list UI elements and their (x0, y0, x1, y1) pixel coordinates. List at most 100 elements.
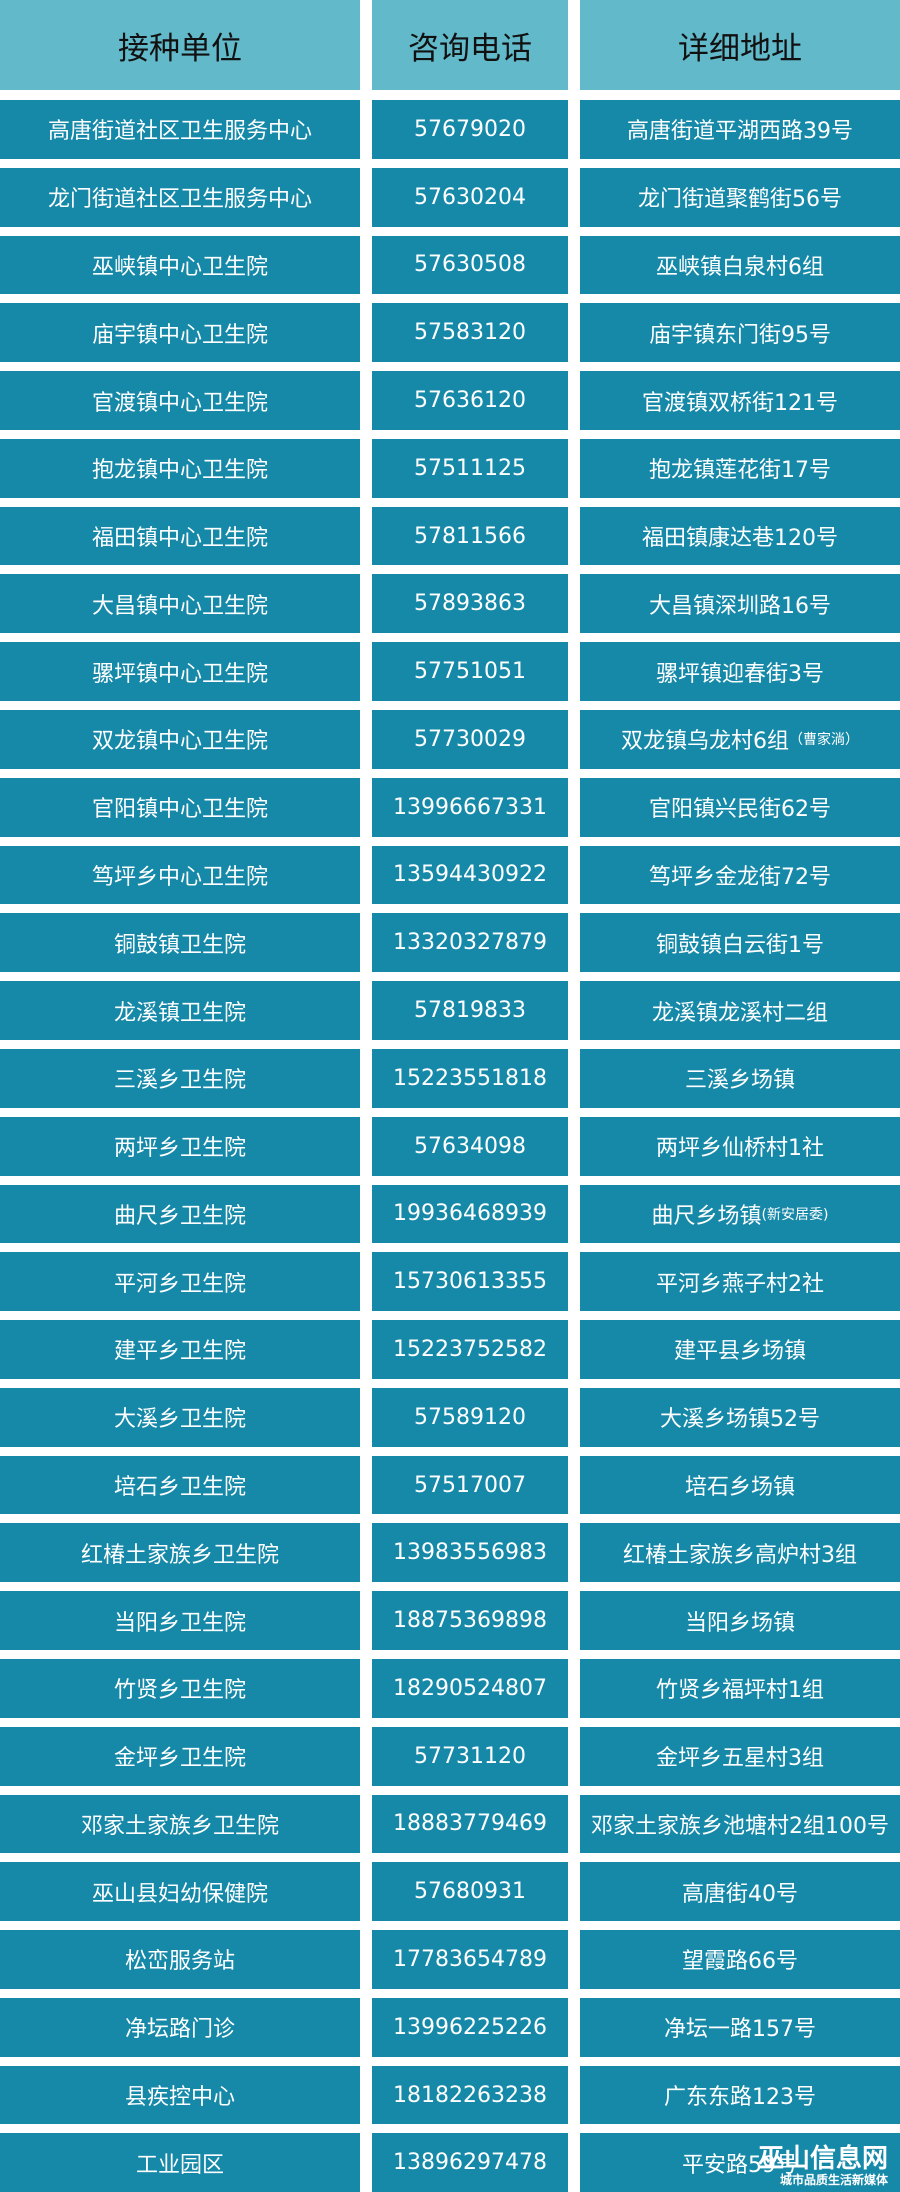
table-header: 接种单位 咨询电话 详细地址 (0, 0, 900, 90)
unit-cell: 福田镇中心卫生院 (0, 506, 360, 566)
header-phone: 咨询电话 (372, 0, 568, 90)
unit-cell-text: 两坪乡卫生院 (113, 1136, 246, 1162)
address-cell: 三溪乡场镇 (580, 1048, 900, 1108)
phone-cell: 15223551818 (372, 1048, 568, 1108)
phone-cell-text: 57630204 (414, 184, 526, 210)
unit-cell: 官渡镇中心卫生院 (0, 371, 360, 430)
phone-cell: 57589120 (372, 1387, 568, 1447)
phone-cell: 15730613355 (372, 1252, 568, 1312)
unit-cell-text: 官阳镇中心卫生院 (91, 797, 268, 823)
unit-cell: 两坪乡卫生院 (0, 1116, 360, 1176)
unit-cell: 红椿土家族乡卫生院 (0, 1523, 360, 1583)
watermark-logo: 巫山信息网 城市品质生活新媒体 (758, 2146, 888, 2186)
unit-cell-text: 培石乡卫生院 (113, 1475, 246, 1501)
address-cell: 龙门街道聚鹤街56号 (580, 167, 900, 227)
address-cell: 抱龙镇莲花街17号 (580, 438, 900, 498)
address-cell: 邓家土家族乡池塘村2组100号 (580, 1794, 900, 1854)
header-unit: 接种单位 (0, 0, 360, 90)
phone-cell: 18883779469 (372, 1794, 568, 1854)
table-row: 抱龙镇中心卫生院 57511125 抱龙镇莲花街17号 (0, 438, 900, 498)
table-row: 平河乡卫生院 15730613355 平河乡燕子村2社 (0, 1252, 900, 1312)
phone-cell-text: 18875369898 (393, 1608, 547, 1634)
address-cell: 两坪乡仙桥村1社 (580, 1116, 900, 1176)
phone-cell: 57583120 (372, 303, 568, 363)
table-row: 官阳镇中心卫生院 13996667331 官阳镇兴民街62号 (0, 777, 900, 837)
address-cell: 庙宇镇东门街95号 (580, 303, 900, 363)
unit-cell: 骡坪镇中心卫生院 (0, 642, 360, 702)
phone-cell-text: 57751051 (414, 659, 526, 685)
unit-cell: 平河乡卫生院 (0, 1252, 360, 1312)
phone-cell-text: 57634098 (414, 1133, 526, 1159)
header-address: 详细地址 (580, 0, 900, 90)
unit-cell-text: 三溪乡卫生院 (113, 1068, 246, 1094)
address-cell-text: 平安路59号 (682, 2152, 798, 2178)
unit-cell: 抱龙镇中心卫生院 (0, 438, 360, 498)
table-row: 笃坪乡中心卫生院 13594430922 笃坪乡金龙街72号 (0, 845, 900, 905)
address-cell-text: 红椿土家族乡高炉村3组 (623, 1542, 857, 1568)
phone-cell: 13983556983 (372, 1523, 568, 1583)
watermark-slogan: 城市品质生活新媒体 (779, 2173, 888, 2187)
address-cell: 建平县乡场镇 (580, 1320, 900, 1379)
phone-cell: 19936468939 (372, 1184, 568, 1244)
unit-cell: 高唐街道社区卫生服务中心 (0, 100, 360, 159)
unit-cell: 曲尺乡卫生院 (0, 1184, 360, 1244)
unit-cell: 官阳镇中心卫生院 (0, 777, 360, 837)
address-cell: 平河乡燕子村2社 (580, 1252, 900, 1312)
unit-cell: 大昌镇中心卫生院 (0, 574, 360, 634)
unit-cell-text: 当阳乡卫生院 (113, 1610, 246, 1636)
phone-cell: 57679020 (372, 100, 568, 159)
address-cell-text: 高唐街道平湖西路39号 (627, 119, 853, 145)
phone-cell-text: 57517007 (414, 1472, 526, 1498)
phone-cell-text: 13594430922 (393, 862, 547, 888)
table-row: 大溪乡卫生院 57589120 大溪乡场镇52号 (0, 1387, 900, 1447)
table-row: 当阳乡卫生院 18875369898 当阳乡场镇 (0, 1591, 900, 1650)
table-row: 龙溪镇卫生院 57819833 龙溪镇龙溪村二组 (0, 981, 900, 1040)
phone-cell-text: 13896297478 (393, 2150, 547, 2176)
address-cell-text: 高唐街40号 (682, 1881, 798, 1907)
address-cell: 高唐街道平湖西路39号 (580, 100, 900, 159)
unit-cell: 松峦服务站 (0, 1930, 360, 1989)
address-cell: 曲尺乡场镇 (新安居委) (580, 1184, 900, 1244)
table-row: 双龙镇中心卫生院 57730029 双龙镇乌龙村6组 （曹家淌） (0, 710, 900, 769)
phone-cell: 13996225226 (372, 1997, 568, 2057)
phone-cell-text: 15223551818 (393, 1065, 547, 1091)
table-row: 竹贤乡卫生院 18290524807 竹贤乡福坪村1组 (0, 1658, 900, 1718)
address-cell-text: 双龙镇乌龙村6组 (621, 729, 789, 755)
unit-cell: 铜鼓镇卫生院 (0, 913, 360, 973)
address-cell-text: 大昌镇深圳路16号 (649, 593, 831, 619)
address-cell: 广东东路123号 (580, 2065, 900, 2125)
unit-cell: 金坪乡卫生院 (0, 1726, 360, 1786)
unit-cell-text: 建平乡卫生院 (113, 1339, 246, 1365)
table-row: 县疾控中心 18182263238 广东东路123号 (0, 2065, 900, 2125)
phone-cell: 57634098 (372, 1116, 568, 1176)
address-cell-text: 庙宇镇东门街95号 (649, 322, 831, 348)
unit-cell-text: 龙门街道社区卫生服务中心 (47, 187, 312, 213)
address-cell-text: 邓家土家族乡池塘村2组100号 (591, 1813, 889, 1839)
phone-cell: 57731120 (372, 1726, 568, 1786)
phone-cell-text: 18182263238 (393, 2082, 547, 2108)
address-cell-text: 建平县乡场镇 (673, 1339, 806, 1365)
watermark-name: 巫山信息网 (757, 2144, 888, 2174)
unit-cell-text: 庙宇镇中心卫生院 (91, 322, 268, 348)
address-cell: 大溪乡场镇52号 (580, 1387, 900, 1447)
phone-cell-text: 57893863 (414, 591, 526, 617)
table-row: 两坪乡卫生院 57634098 两坪乡仙桥村1社 (0, 1116, 900, 1176)
phone-cell: 18875369898 (372, 1591, 568, 1650)
address-cell-text: 铜鼓镇白云街1号 (656, 932, 824, 958)
address-cell-text: 当阳乡场镇 (684, 1610, 795, 1636)
table-row: 净坛路门诊 13996225226 净坛一路157号 (0, 1997, 900, 2057)
table-row: 巫山县妇幼保健院 57680931 高唐街40号 (0, 1862, 900, 1922)
phone-cell-text: 57583120 (414, 320, 526, 346)
address-cell-text: 净坛一路157号 (664, 2017, 816, 2043)
address-cell: 当阳乡场镇 (580, 1591, 900, 1650)
address-cell: 高唐街40号 (580, 1862, 900, 1922)
unit-cell-text: 官渡镇中心卫生院 (91, 390, 268, 416)
phone-cell: 57811566 (372, 506, 568, 566)
phone-cell: 13320327879 (372, 913, 568, 973)
address-cell: 金坪乡五星村3组 (580, 1726, 900, 1786)
phone-cell: 18182263238 (372, 2065, 568, 2125)
unit-cell-text: 高唐街道社区卫生服务中心 (47, 119, 312, 145)
table-row: 邓家土家族乡卫生院 18883779469 邓家土家族乡池塘村2组100号 (0, 1794, 900, 1854)
address-cell-text: 金坪乡五星村3组 (656, 1746, 824, 1772)
address-note: （曹家淌） (789, 732, 859, 749)
